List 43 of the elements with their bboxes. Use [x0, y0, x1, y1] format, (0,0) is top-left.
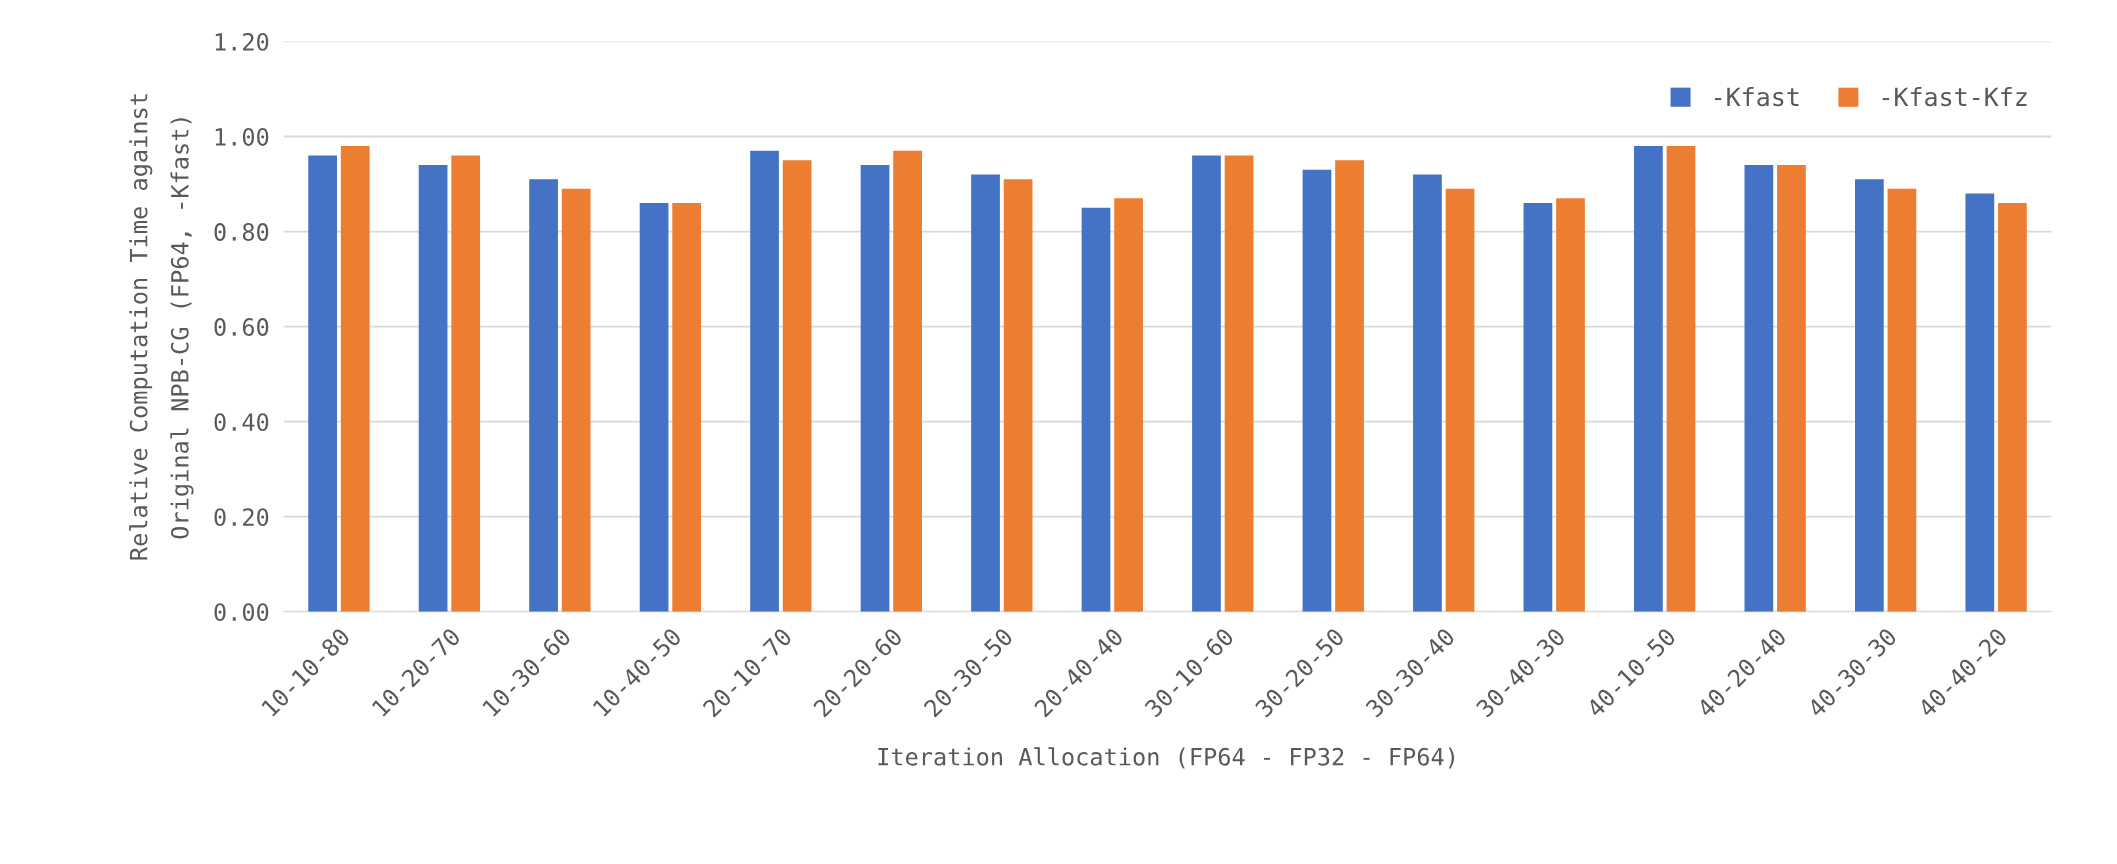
bar — [308, 155, 337, 612]
y-tick-label: 1.00 — [215, 128, 269, 146]
bar — [1413, 174, 1442, 612]
x-axis-title: Iteration Allocation (FP64 - FP32 - FP64) — [878, 747, 1455, 769]
bar — [750, 150, 779, 612]
y-tick-label: 0.40 — [214, 413, 269, 431]
bar — [639, 203, 669, 612]
bar — [1777, 165, 1806, 612]
bar — [1854, 179, 1884, 612]
bar — [1523, 203, 1553, 612]
bar — [340, 146, 370, 612]
y-tick-label: 0.20 — [214, 508, 269, 527]
legend-label: -Kfast-Kfz — [1882, 86, 2027, 107]
bar — [418, 165, 448, 612]
bar — [1003, 179, 1033, 612]
bar — [1998, 203, 2027, 612]
bar — [1081, 207, 1111, 612]
bar — [1192, 155, 1221, 612]
bar — [1887, 188, 1917, 612]
bar — [1744, 165, 1774, 612]
bar — [782, 160, 812, 612]
bar — [1445, 188, 1475, 612]
y-tick-label: 0.80 — [214, 223, 269, 241]
bar — [1114, 198, 1143, 612]
bar — [971, 174, 1000, 612]
bar — [1224, 155, 1254, 612]
bar — [1556, 198, 1585, 612]
bar — [451, 155, 481, 612]
bar — [893, 150, 922, 612]
bar — [1335, 160, 1364, 612]
y-axis-title: Relative Computation Time against Original NPB-CG (FP64, -Kfast) — [129, 94, 194, 560]
bar — [672, 203, 702, 612]
legend-label: -Kfast — [1714, 86, 1799, 107]
bar — [1634, 146, 1663, 612]
y-tick-label: 1.20 — [215, 32, 269, 51]
y-tick-label: 0.60 — [214, 318, 269, 336]
bar — [1666, 146, 1696, 612]
bar — [561, 188, 591, 612]
bar — [529, 179, 558, 612]
y-tick-label: 0.00 — [214, 603, 269, 622]
bar — [860, 165, 890, 612]
bar — [1302, 169, 1332, 612]
bar — [1965, 193, 1995, 612]
